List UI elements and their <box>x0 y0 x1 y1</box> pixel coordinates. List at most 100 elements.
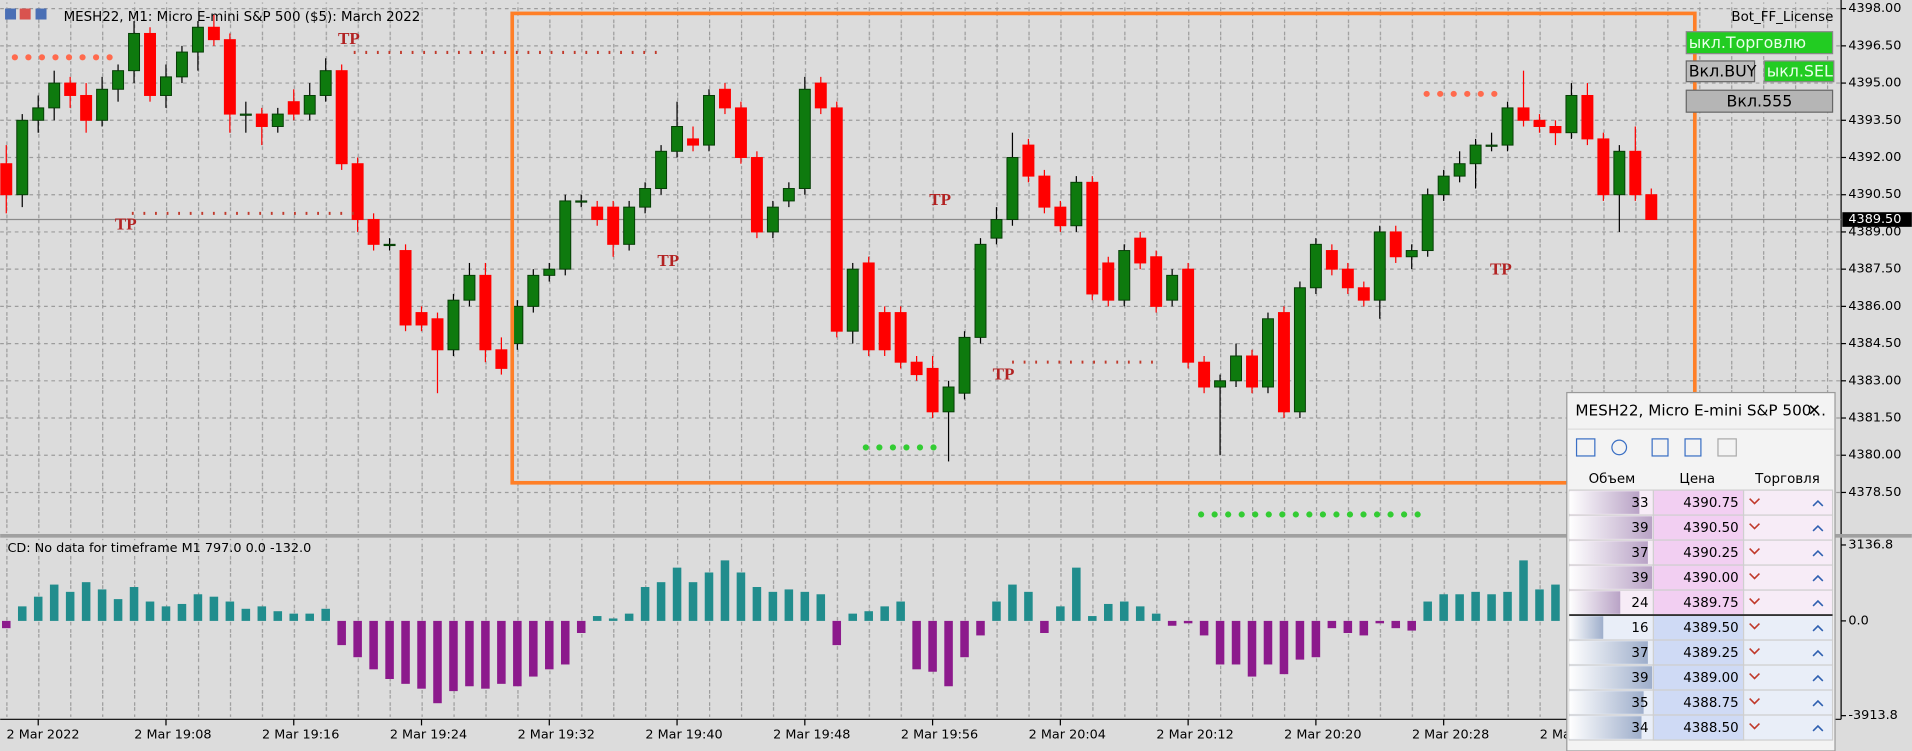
column-header: Цена <box>1679 472 1715 487</box>
candle-body <box>1086 181 1099 295</box>
candle-body <box>64 82 77 96</box>
histogram-bar <box>1423 601 1432 621</box>
buy-button[interactable] <box>1812 624 1824 632</box>
y-tick-label: 4380.00 <box>1848 448 1901 463</box>
volume-value: 39 <box>1631 571 1648 586</box>
x-tick-label: 2 Mar 19:24 <box>390 728 467 743</box>
sell-button[interactable] <box>1749 548 1760 555</box>
candle-body <box>1453 163 1466 177</box>
license-label: Bot_FF_License <box>1731 10 1833 25</box>
candle-body <box>1597 138 1610 196</box>
last-price-label: 4389.50 <box>1848 212 1901 227</box>
candle-body <box>527 274 540 307</box>
x-tick-label: 2 Mar 19:32 <box>518 728 595 743</box>
button-label[interactable]: Вкл.BUY <box>1689 61 1757 80</box>
candle-body <box>1214 380 1227 388</box>
histogram-bar <box>241 608 251 621</box>
sell-button[interactable] <box>1749 623 1760 630</box>
histogram-bar <box>944 620 953 687</box>
candle-body <box>559 200 572 270</box>
candle-body <box>798 88 811 190</box>
y-tick-label: 4381.50 <box>1848 411 1901 426</box>
sell-button[interactable] <box>1749 723 1760 730</box>
close-button[interactable]: ✕ <box>1808 400 1821 419</box>
histogram-bar <box>608 618 618 621</box>
candle-body <box>591 206 604 221</box>
button[interactable] <box>1685 89 1834 113</box>
sell-button[interactable] <box>1749 573 1760 580</box>
candle-body <box>639 188 652 208</box>
histogram-bar <box>656 582 666 621</box>
candle-body <box>463 274 476 301</box>
histogram-bar <box>273 611 283 621</box>
histogram-bar <box>1535 589 1544 621</box>
sell-button[interactable] <box>1749 523 1760 530</box>
toolbar-icon[interactable] <box>1651 438 1669 457</box>
candle-body <box>1102 262 1115 301</box>
y2-tick-label: 0.0 <box>1848 613 1868 628</box>
candle-body <box>399 250 412 326</box>
histogram-bar <box>145 601 155 621</box>
sell-button[interactable] <box>1749 698 1760 705</box>
sell-button[interactable] <box>1749 673 1760 680</box>
histogram-bar <box>1008 584 1017 621</box>
button[interactable] <box>1685 31 1834 55</box>
histogram-bar <box>401 620 410 684</box>
buy-button[interactable] <box>1812 674 1824 682</box>
buy-button[interactable] <box>1812 499 1824 507</box>
candle-body <box>1054 206 1067 227</box>
button[interactable] <box>1685 60 1756 83</box>
buy-button[interactable] <box>1812 599 1824 607</box>
button[interactable] <box>1763 60 1835 83</box>
candle-body <box>1629 150 1642 196</box>
y-tick-label: 4378.50 <box>1848 485 1901 500</box>
buy-button[interactable] <box>1812 649 1824 657</box>
histogram-bar <box>1104 603 1113 621</box>
sell-button[interactable] <box>1749 648 1760 655</box>
candle-body <box>383 243 396 247</box>
volume-bar <box>1569 491 1640 514</box>
toolbar-icon[interactable] <box>1717 438 1737 457</box>
volume-value: 39 <box>1631 521 1648 536</box>
buy-button[interactable] <box>1812 724 1824 732</box>
y2-tick-label: -3913.8 <box>1848 708 1897 723</box>
y-tick-label: 4383.00 <box>1848 373 1901 388</box>
candle-body <box>830 107 843 332</box>
candle-body <box>239 113 252 116</box>
volume-bar <box>1569 591 1621 614</box>
button-label[interactable]: Вкл.555 <box>1727 91 1793 110</box>
button-label[interactable]: ыкл.SEL <box>1767 61 1833 80</box>
toolbar-icon[interactable] <box>1575 438 1596 457</box>
volume-value: 33 <box>1631 496 1648 511</box>
buy-button[interactable] <box>1812 549 1824 557</box>
y-tick-label: 4386.00 <box>1848 299 1901 314</box>
histogram-bar <box>449 620 458 692</box>
histogram-bar <box>768 591 778 621</box>
sell-button[interactable] <box>1749 598 1760 605</box>
volume-value: 24 <box>1631 596 1648 611</box>
histogram-bar <box>1487 594 1496 621</box>
price-cell <box>1652 539 1745 566</box>
button-label[interactable]: ыкл.Торговлю <box>1689 33 1806 52</box>
icon <box>35 8 47 20</box>
y-tick-label: 4392.00 <box>1848 150 1901 165</box>
candle-body <box>1006 157 1019 221</box>
histogram-bar <box>353 620 362 658</box>
price-value: 4388.75 <box>1683 696 1738 711</box>
buy-button[interactable] <box>1812 574 1824 582</box>
candle-body <box>1182 268 1195 363</box>
buy-button[interactable] <box>1812 699 1824 707</box>
histogram-bar <box>1151 613 1161 621</box>
toolbar-icon[interactable] <box>1684 438 1702 457</box>
tp-label: TP <box>115 214 137 233</box>
price-cell <box>1652 689 1745 716</box>
buy-button[interactable] <box>1812 524 1824 532</box>
volume-value: 16 <box>1631 621 1648 636</box>
toolbar-icon[interactable] <box>1611 439 1628 456</box>
sell-button[interactable] <box>1749 498 1760 505</box>
candle-body <box>255 113 268 127</box>
histogram-bar <box>1295 620 1305 660</box>
histogram-bar <box>385 620 394 679</box>
histogram-bar <box>1455 594 1464 621</box>
